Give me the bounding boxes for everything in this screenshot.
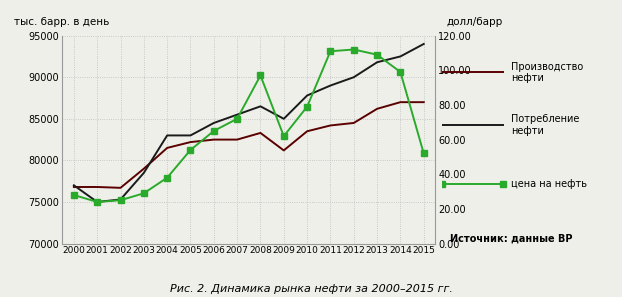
Line: Потребление
нефти: Потребление нефти bbox=[74, 44, 424, 202]
Производство
нефти bbox=[280, 148, 287, 152]
Производство
нефти bbox=[117, 186, 124, 189]
Потребление
нефти bbox=[304, 94, 311, 97]
Потребление
нефти bbox=[210, 121, 218, 125]
Производство
нефти bbox=[257, 131, 264, 135]
цена на нефть bbox=[257, 74, 264, 77]
цена на нефть bbox=[93, 200, 101, 204]
цена на нефть bbox=[210, 129, 218, 133]
Потребление
нефти bbox=[350, 75, 358, 79]
Text: тыс. барр. в день: тыс. барр. в день bbox=[14, 17, 109, 27]
Производство
нефти bbox=[397, 100, 404, 104]
Text: долл/барр: долл/барр bbox=[447, 17, 503, 27]
Text: Потребление
нефти: Потребление нефти bbox=[511, 114, 580, 135]
Потребление
нефти bbox=[70, 184, 78, 187]
Потребление
нефти bbox=[397, 55, 404, 58]
цена на нефть bbox=[164, 176, 171, 179]
Потребление
нефти bbox=[280, 117, 287, 121]
Text: Рис. 2. Динамика рынка нефти за 2000–2015 гг.: Рис. 2. Динамика рынка нефти за 2000–201… bbox=[170, 284, 452, 294]
Производство
нефти bbox=[187, 140, 194, 144]
Text: цена на нефть: цена на нефть bbox=[511, 179, 587, 189]
Производство
нефти bbox=[70, 185, 78, 189]
цена на нефть bbox=[280, 134, 287, 138]
Производство
нефти bbox=[210, 138, 218, 141]
цена на нефть bbox=[373, 53, 381, 56]
Производство
нефти bbox=[233, 138, 241, 141]
цена на нефть bbox=[117, 198, 124, 202]
цена на нефть bbox=[327, 50, 334, 53]
цена на нефть bbox=[397, 70, 404, 74]
Производство
нефти bbox=[304, 129, 311, 133]
Производство
нефти bbox=[327, 124, 334, 127]
Потребление
нефти bbox=[420, 42, 427, 46]
цена на нефть bbox=[304, 105, 311, 108]
Потребление
нефти bbox=[373, 61, 381, 64]
Text: Источник: данные BP: Источник: данные BP bbox=[450, 234, 573, 244]
Производство
нефти bbox=[373, 107, 381, 110]
цена на нефть bbox=[140, 192, 147, 195]
Потребление
нефти bbox=[327, 84, 334, 87]
Потребление
нефти bbox=[164, 134, 171, 137]
Производство
нефти bbox=[164, 146, 171, 150]
Line: цена на нефть: цена на нефть bbox=[71, 46, 427, 205]
Потребление
нефти bbox=[187, 134, 194, 137]
Производство
нефти bbox=[420, 100, 427, 104]
Line: Производство
нефти: Производство нефти bbox=[74, 102, 424, 188]
Потребление
нефти bbox=[93, 200, 101, 204]
Потребление
нефти bbox=[233, 113, 241, 116]
Производство
нефти bbox=[140, 167, 147, 170]
цена на нефть bbox=[70, 193, 78, 197]
Производство
нефти bbox=[93, 185, 101, 189]
Text: Производство
нефти: Производство нефти bbox=[511, 62, 583, 83]
Потребление
нефти bbox=[257, 105, 264, 108]
цена на нефть bbox=[233, 117, 241, 121]
Потребление
нефти bbox=[117, 198, 124, 201]
Потребление
нефти bbox=[140, 171, 147, 175]
Производство
нефти bbox=[350, 121, 358, 125]
цена на нефть bbox=[420, 152, 427, 155]
цена на нефть bbox=[187, 148, 194, 152]
цена на нефть bbox=[350, 48, 358, 51]
